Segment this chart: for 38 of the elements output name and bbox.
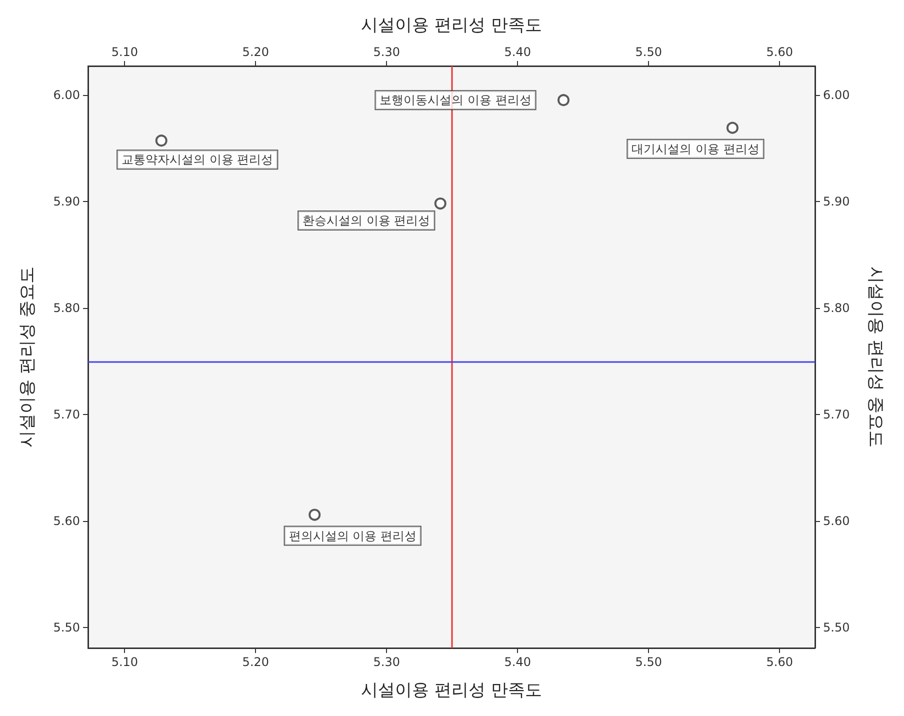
point	[308, 508, 321, 521]
point	[155, 134, 168, 147]
y2-tick-label: 5.90	[823, 194, 850, 208]
x2-tick-label: 5.40	[504, 45, 532, 59]
point	[558, 94, 570, 106]
x2-tick-label: 5.50	[635, 45, 662, 59]
annotation: 보행이동시설의 이용 편리성	[380, 93, 532, 108]
y-axis-title: 시설이용 편리성 중요도	[18, 266, 38, 448]
y-tick-label: 5.80	[53, 300, 80, 315]
x-tick-label: 5.10	[111, 655, 138, 669]
point	[726, 122, 738, 134]
x-tick-label: 5.20	[242, 655, 270, 669]
y-tick-label: 5.60	[53, 514, 80, 528]
x-tick-label: 5.30	[373, 655, 400, 669]
annotation: 대기시설의 이용 편리성	[632, 142, 760, 156]
y2-tick-label: 5.50	[823, 620, 850, 635]
annotation: 교통약자시설의 이용 편리성	[122, 152, 274, 167]
x-tick-label: 5.60	[766, 655, 793, 669]
y-tick-label: 5.50	[53, 620, 80, 635]
y2-tick-label: 5.80	[823, 300, 850, 315]
point	[434, 198, 446, 210]
x2-tick-label: 5.60	[766, 45, 793, 59]
annotation: 편의시설의 이용 편리성	[288, 528, 416, 543]
y2-tick-label: 6.00	[823, 88, 850, 102]
y2-axis-title: 시설이용 편리성 중요도	[866, 266, 886, 448]
x2-axis-title: 시설이용 편리성 만족도	[361, 16, 542, 36]
x2-tick-label: 5.30	[373, 45, 400, 59]
y-tick-label: 5.90	[53, 194, 80, 208]
y-tick-label: 5.70	[53, 408, 80, 422]
x2-tick-label: 5.20	[242, 45, 270, 59]
x-tick-label: 5.40	[504, 655, 532, 669]
y2-tick-label: 5.70	[823, 408, 850, 422]
x-tick-label: 5.50	[635, 655, 662, 669]
annotation: 환승시설의 이용 편리성	[302, 214, 430, 228]
x-axis-title: 시설이용 편리성 만족도	[361, 680, 542, 700]
y2-tick-label: 5.60	[823, 514, 850, 528]
x2-tick-label: 5.10	[111, 45, 138, 59]
y-tick-label: 6.00	[53, 88, 80, 102]
